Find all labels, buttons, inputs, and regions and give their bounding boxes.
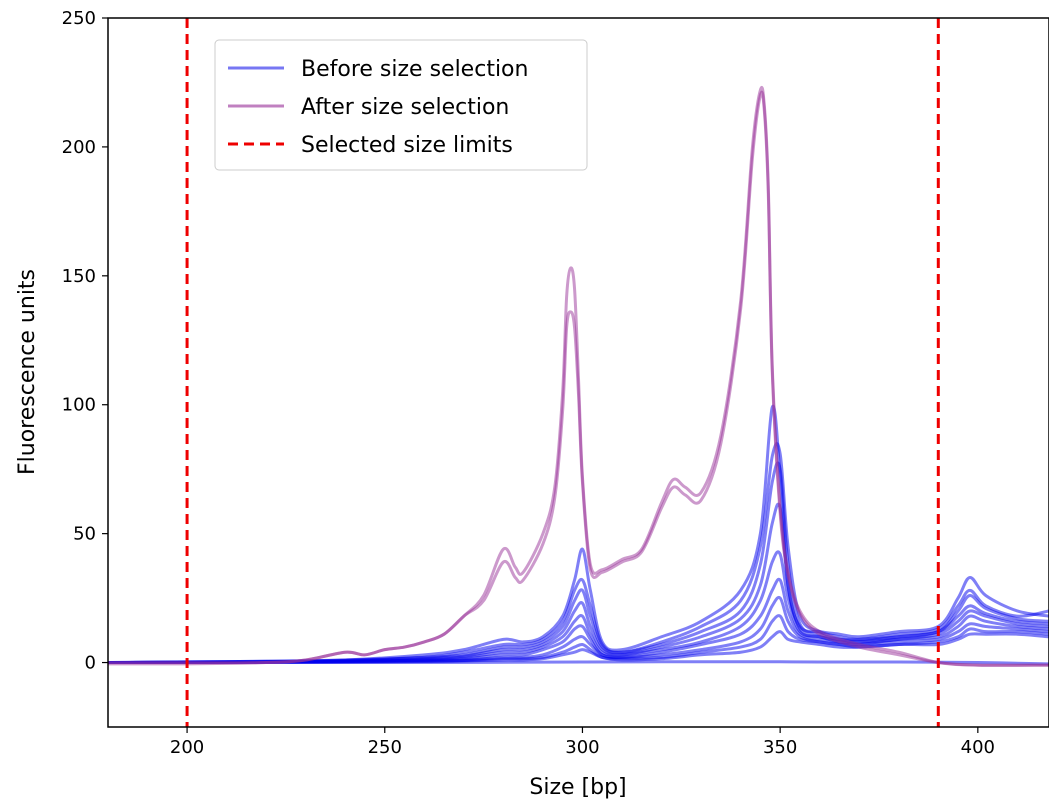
y-tick-label: 50 [73,524,96,545]
legend: Before size selection After size selecti… [214,39,588,171]
x-tick-label: 200 [170,737,204,758]
legend-label-limits: Selected size limits [301,133,513,158]
series-line-before-3 [108,502,1049,665]
y-tick-label: 200 [62,137,96,158]
y-tick-label: 0 [85,653,96,674]
legend-label-after: After size selection [301,95,509,120]
series-line-before-0 [108,404,1049,665]
series-line-before-1 [108,442,1049,665]
y-axis-label: Fluorescence units [15,269,40,475]
plot-frame [107,17,1049,728]
series-line-after-11 [108,90,1049,667]
y-tick-label: 250 [62,8,96,29]
y-tick-label: 100 [62,395,96,416]
x-tick-label: 350 [763,737,797,758]
x-axis-label: Size [bp] [529,775,626,800]
x-tick-label: 300 [565,737,599,758]
series-line-before-4 [108,550,1049,665]
x-tick-label: 250 [368,737,402,758]
limits-layer [185,18,940,727]
legend-label-before: Before size selection [301,57,528,82]
x-tick-label: 400 [961,737,995,758]
y-tick-label: 150 [62,266,96,287]
series-line-before-8 [108,630,1049,665]
axes-layer: 200 250 300 350 400 0 50 100 150 200 250 [62,8,1049,758]
legend-box [214,39,588,171]
series-layer [108,85,1049,667]
series-line-before-9 [108,660,1049,666]
series-line-before-5 [108,577,1049,665]
